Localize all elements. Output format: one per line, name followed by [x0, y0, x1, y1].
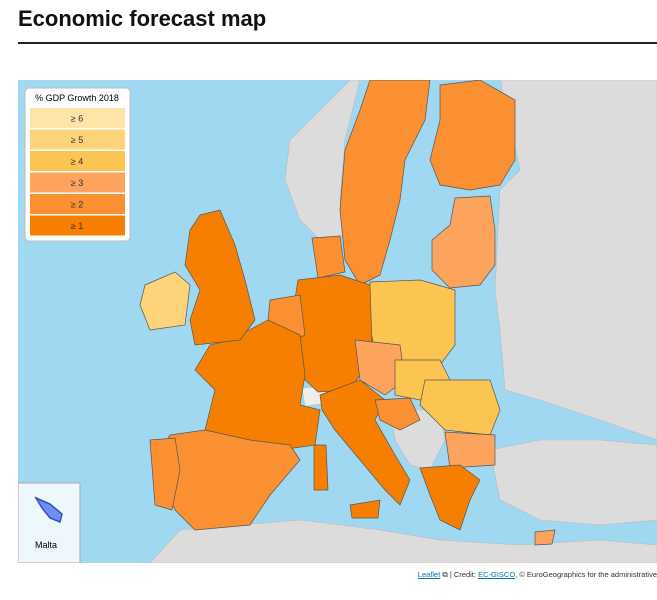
attribution: Leaflet ⧉ | Credit: EC-GISCO, © EuroGeog…	[417, 570, 657, 579]
legend-label: ≥ 1	[71, 221, 83, 231]
malta-inset: Malta	[18, 482, 81, 563]
country	[311, 235, 346, 279]
country	[431, 195, 496, 289]
legend: % GDP Growth 2018 ≥ 6 ≥ 5 ≥ 4 ≥ 3 ≥ 2 ≥ 1	[24, 87, 131, 242]
legend-label: ≥ 3	[71, 178, 83, 188]
map: % GDP Growth 2018 ≥ 6 ≥ 5 ≥ 4 ≥ 3 ≥ 2 ≥ 1 Mal…	[18, 80, 657, 563]
country	[374, 397, 421, 431]
legend-label: ≥ 4	[71, 157, 83, 167]
title: Economic forecast map	[18, 6, 267, 31]
country	[339, 80, 431, 286]
legend-swatch	[30, 172, 125, 193]
eu-countries	[139, 80, 556, 546]
country	[429, 80, 516, 191]
gisco-link[interactable]: EC-GISCO	[478, 570, 516, 579]
country	[184, 209, 256, 346]
country	[419, 464, 481, 531]
inset-label: Malta	[35, 540, 57, 550]
country	[313, 444, 329, 491]
legend-swatch	[30, 194, 125, 214]
country	[444, 431, 496, 469]
country	[319, 379, 411, 506]
country	[194, 319, 321, 451]
legend-swatch	[30, 129, 125, 150]
country	[534, 529, 556, 546]
credit-rest: , © EuroGeographics for the administrati…	[515, 570, 657, 579]
title-rule	[18, 42, 657, 44]
legend-label: ≥ 6	[71, 114, 83, 124]
country	[349, 499, 381, 519]
legend-swatch	[30, 151, 125, 171]
legend-swatch	[30, 215, 125, 236]
country	[149, 437, 181, 511]
country	[139, 271, 191, 331]
legend-title: % GDP Growth 2018	[35, 93, 119, 103]
credit: | Credit:	[449, 570, 476, 579]
malta-shape	[34, 496, 63, 524]
leaflet-link[interactable]: Leaflet	[417, 570, 441, 579]
legend-label: ≥ 2	[71, 200, 83, 210]
legend-label: ≥ 5	[71, 135, 83, 145]
non-eu-land	[149, 80, 657, 563]
legend-swatch	[30, 108, 125, 128]
inset-box	[18, 482, 81, 563]
